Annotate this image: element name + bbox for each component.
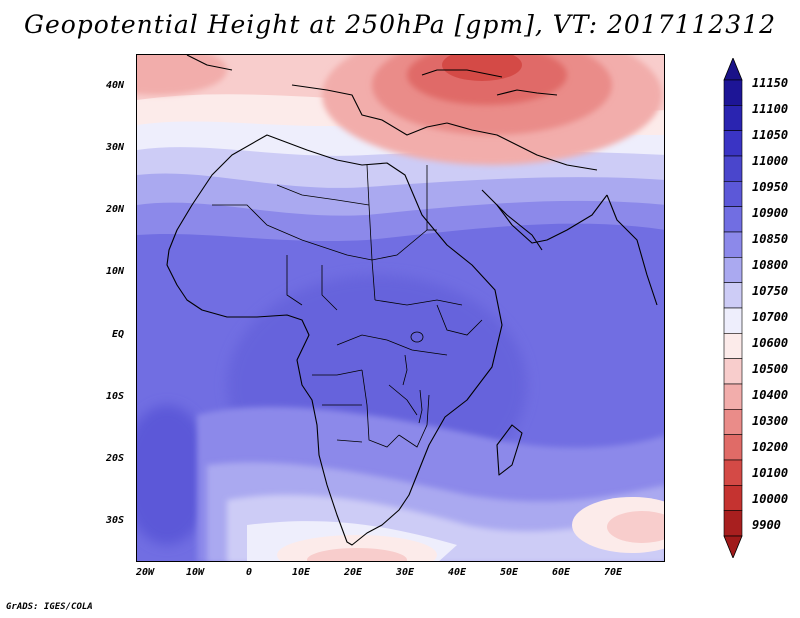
colorbar-swatch-1 (723, 105, 743, 131)
colorbar-label-10200: 10200 (752, 440, 789, 454)
colorbar-swatch-14 (723, 434, 743, 461)
colorbar-swatch-7 (723, 257, 743, 283)
colorbar-swatch-4 (723, 181, 743, 207)
colorbar-swatch-16 (723, 485, 743, 511)
colorbar-swatch-12 (723, 383, 743, 410)
colorbar-swatch-10 (723, 333, 743, 359)
coastlines (166, 55, 658, 546)
colorbar-swatch-15 (723, 459, 743, 486)
field-nw-warm (137, 55, 227, 95)
x-axis-label-20e: 20E (344, 567, 363, 578)
colorbar-swatch-0 (723, 79, 743, 106)
colorbar (723, 58, 743, 558)
x-axis-label-40e: 40E (448, 567, 467, 578)
colorbar-swatch-3 (723, 155, 743, 182)
x-axis-label-30e: 30E (396, 567, 415, 578)
colorbar-label-11000: 11000 (752, 154, 789, 168)
x-axis-label-60e: 60E (552, 567, 571, 578)
colorbar-label-9900: 9900 (752, 518, 781, 532)
colorbar-bottom-tip (723, 535, 743, 558)
colorbar-label-10000: 10000 (752, 492, 789, 506)
colorbar-swatch-13 (723, 409, 743, 435)
field-ne-warm-4 (442, 55, 522, 81)
colorbar-swatch-17 (723, 510, 743, 537)
colorbar-swatch-5 (723, 206, 743, 233)
colorbar-label-10400: 10400 (752, 388, 789, 402)
field-sw-low (137, 405, 212, 545)
colorbar-label-10800: 10800 (752, 258, 789, 272)
x-axis-label-50e: 50E (500, 567, 519, 578)
y-axis-label-20n: 20N (106, 204, 125, 215)
colorbar-swatch-6 (723, 231, 743, 258)
x-axis-label-10w: 10W (186, 567, 205, 578)
colorbar-label-10600: 10600 (752, 336, 789, 350)
colorbar-label-10900: 10900 (752, 206, 789, 220)
lakes (402, 331, 424, 424)
colorbar-label-10300: 10300 (752, 414, 789, 428)
y-axis-label-10s: 10S (106, 391, 125, 402)
x-axis-label-20w: 20W (136, 567, 155, 578)
colorbar-swatch-8 (723, 282, 743, 309)
colorbar-label-11150: 11150 (752, 76, 789, 90)
colorbar-label-10500: 10500 (752, 362, 789, 376)
credit-text: GrADS: IGES/COLA (6, 602, 93, 612)
colorbar-swatch-9 (723, 307, 743, 334)
field-south-warm-2 (307, 548, 407, 561)
y-axis-label-30s: 30S (106, 515, 125, 526)
country-borders (212, 164, 483, 448)
map-title: Geopotential Height at 250hPa [gpm], VT:… (23, 10, 777, 39)
colorbar-top-tip (723, 58, 743, 81)
colorbar-label-11100: 11100 (752, 102, 789, 116)
colorbar-swatch-11 (723, 358, 743, 385)
y-axis-label-20s: 20S (106, 453, 125, 464)
y-axis-label-30n: 30N (106, 142, 125, 153)
colorbar-label-10950: 10950 (752, 180, 789, 194)
map-panel (136, 54, 665, 562)
x-axis-label-10e: 10E (292, 567, 311, 578)
colorbar-label-10100: 10100 (752, 466, 789, 480)
y-axis-label-40n: 40N (106, 80, 125, 91)
contour-map (137, 55, 664, 561)
colorbar-swatch-2 (723, 130, 743, 157)
x-axis-label-0: 0 (246, 567, 253, 578)
y-axis-label-10n: 10N (106, 266, 125, 277)
x-axis-label-70e: 70E (604, 567, 623, 578)
colorbar-label-10850: 10850 (752, 232, 789, 246)
colorbar-label-10700: 10700 (752, 310, 789, 324)
colorbar-label-11050: 11050 (752, 128, 789, 142)
field-se-warm-2 (607, 511, 664, 543)
y-axis-label-eq: EQ (112, 329, 125, 340)
colorbar-label-10750: 10750 (752, 284, 789, 298)
